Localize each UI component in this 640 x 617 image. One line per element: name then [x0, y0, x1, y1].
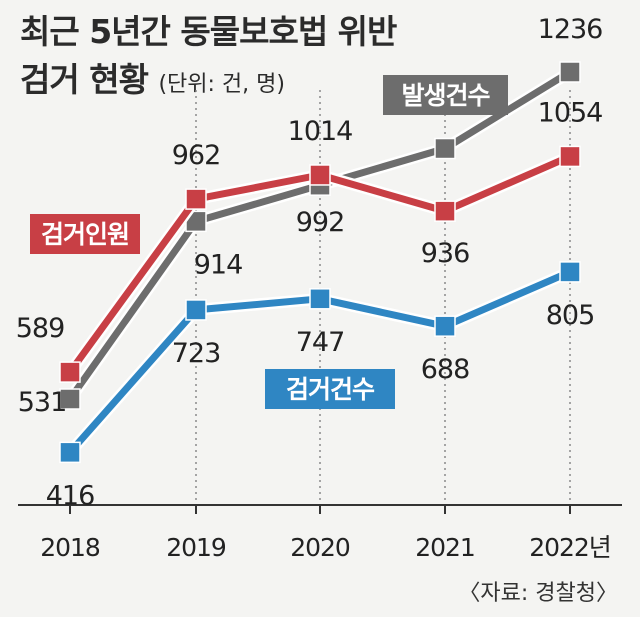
data-value-label: 747: [296, 327, 345, 358]
data-value-label: 914: [194, 249, 243, 280]
data-value-label: 992: [296, 207, 345, 238]
data-value-label: 936: [421, 238, 470, 269]
source-note: 〈자료: 경찰청〉: [458, 581, 618, 606]
data-value-label: 1236: [538, 14, 603, 45]
series-label: 발생건수: [401, 81, 490, 110]
data-point-marker: [309, 288, 331, 310]
data-value-label: 1014: [288, 116, 353, 147]
title-block: 최근 5년간 동물보호법 위반 검거 현황 (단위: 건, 명): [20, 8, 397, 109]
data-point-marker: [434, 137, 456, 160]
data-point-marker: [559, 261, 581, 283]
data-point-marker: [434, 200, 456, 222]
data-point-marker: [185, 188, 207, 210]
data-value-label: 723: [172, 338, 221, 369]
data-value-label: 531: [18, 387, 67, 418]
x-tick-label: 2021: [415, 533, 475, 562]
chart-title-line2-wrap: 검거 현황 (단위: 건, 명): [20, 56, 396, 109]
series-label: 검거인원: [41, 220, 129, 249]
data-point-marker: [309, 164, 331, 186]
data-value-label: 416: [46, 480, 95, 511]
x-tick-label: 2018: [40, 533, 100, 562]
series-label-box: [383, 75, 508, 115]
data-value-label: 688: [421, 354, 470, 385]
data-point-marker: [185, 299, 207, 321]
data-point-marker: [59, 361, 81, 383]
x-tick-label: 2019: [166, 533, 226, 562]
x-tick-label: 2022년: [529, 533, 611, 562]
chart-title-line1: 최근 5년간 동물보호법 위반: [20, 12, 397, 51]
data-point-marker: [59, 441, 81, 464]
data-point-marker: [434, 315, 456, 337]
series-label-box: [265, 369, 395, 409]
unit-label: (단위: 건, 명): [158, 72, 285, 97]
data-point-marker: [59, 388, 81, 410]
chart-title-line2: 검거 현황: [20, 60, 149, 99]
data-value-label: 1054: [538, 97, 603, 128]
data-point-marker: [559, 61, 581, 83]
series-label-box: [30, 214, 140, 254]
data-value-label: 805: [546, 300, 595, 331]
data-value-label: 962: [172, 140, 221, 171]
data-point-marker: [559, 145, 581, 168]
data-value-label: 589: [16, 313, 65, 344]
series-label: 검거건수: [286, 375, 375, 404]
x-tick-label: 2020: [290, 533, 350, 562]
